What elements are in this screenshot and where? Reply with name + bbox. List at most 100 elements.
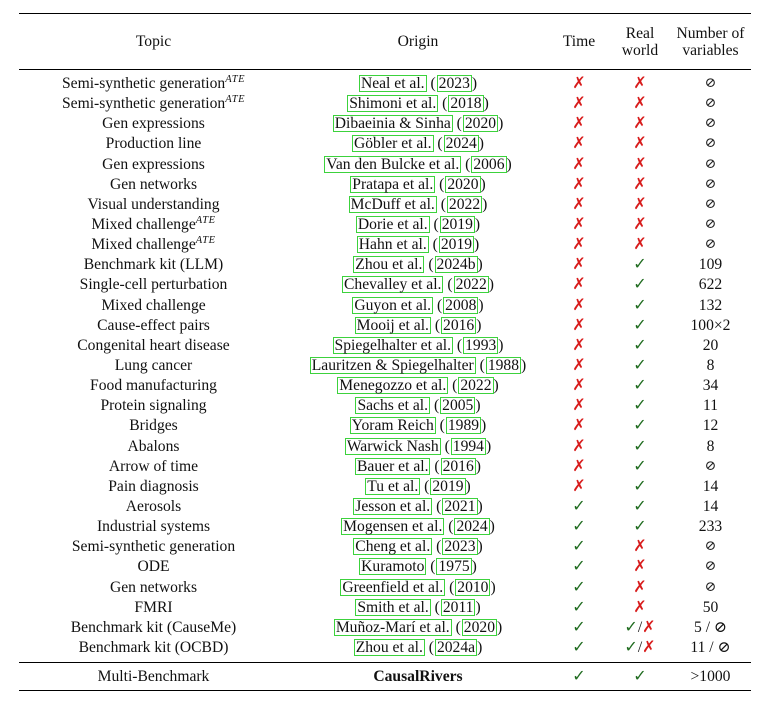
paren-open: ( <box>440 437 450 455</box>
citation-year-link[interactable]: 2011 <box>440 598 476 616</box>
citation-year-link[interactable]: 2020 <box>445 175 481 193</box>
citation-year-link[interactable]: 2022 <box>446 195 483 213</box>
citation-author-link[interactable]: Menegozzo et al. <box>337 377 449 395</box>
origin-cell: Warwick Nash (1994) <box>288 437 548 457</box>
time-cross-icon: ✗ <box>572 216 586 234</box>
citation-author-link[interactable]: Sachs et al. <box>355 397 431 415</box>
origin-cell: Mogensen et al. (2024) <box>288 517 548 537</box>
real-world-cross-icon: ✗ <box>642 618 656 636</box>
citation-year-link[interactable]: 2005 <box>440 397 476 415</box>
citation-author-link[interactable]: Muñoz-Marí et al. <box>333 618 452 636</box>
citation-year-link[interactable]: 2008 <box>443 296 479 314</box>
citation-author-link[interactable]: Bauer et al. <box>355 457 431 475</box>
citation-year-link[interactable]: 2020 <box>462 115 499 133</box>
citation-year-link[interactable]: 2024a <box>434 639 478 656</box>
citation-year-link[interactable]: 2019 <box>430 477 466 495</box>
number-of-variables: 132 <box>698 296 723 314</box>
origin-cell: Greenfield et al. (2010) <box>288 578 548 598</box>
citation-author-link[interactable]: Tu et al. <box>365 477 421 495</box>
citation-author-link[interactable]: Jesson et al. <box>353 498 433 516</box>
citation-author-link[interactable]: McDuff et al. <box>348 195 437 213</box>
real-world-cross-icon: ✗ <box>633 95 647 113</box>
citation-author-link[interactable]: Kuramoto <box>359 558 427 576</box>
citation-year-link[interactable]: 2010 <box>455 578 491 596</box>
topic-label: Aerosols <box>125 498 182 516</box>
topic-cell: Gen networks <box>19 578 288 598</box>
topic-label: Pain diagnosis <box>108 477 199 495</box>
citation-year-link[interactable]: 2022 <box>453 276 489 294</box>
paren-close: ) <box>488 276 494 294</box>
origin-cell: Hahn et al. (2019) <box>288 235 548 255</box>
time-cross-icon: ✗ <box>572 477 586 495</box>
paren-close: ) <box>493 377 499 395</box>
real-world-cross-icon: ✗ <box>642 639 656 656</box>
citation-year-link[interactable]: 2018 <box>448 95 484 113</box>
citation-year-link[interactable]: 1989 <box>445 417 482 435</box>
citation-author-link[interactable]: Neal et al. <box>358 75 427 93</box>
citation-year-link[interactable]: 2019 <box>438 236 475 254</box>
citation-year-link[interactable]: 1975 <box>436 558 472 576</box>
real-world-check-icon: ✓ <box>633 518 647 536</box>
time-cross-icon: ✗ <box>572 236 586 254</box>
time-cross-icon: ✗ <box>572 357 586 375</box>
header-number-of-variables-label: Number of variables <box>676 24 745 59</box>
real-world-cross-icon: ✗ <box>633 236 647 254</box>
citation-year-link[interactable]: 2023 <box>442 538 478 556</box>
real-world-check-icon: ✓ <box>633 256 647 274</box>
topic-label: Benchmark kit (OCBD) <box>78 639 229 656</box>
topic-cell: Food manufacturing <box>19 376 288 396</box>
citation-author-link[interactable]: Yoram Reich <box>349 417 436 435</box>
paren-open: ( <box>432 498 442 516</box>
citation-author-link[interactable]: Dorie et al. <box>355 216 430 234</box>
citation-year-link[interactable]: 1994 <box>450 437 486 455</box>
table-row: Benchmark kit (OCBD) Zhou et al. (2024a) ✓… <box>19 638 751 663</box>
citation-year-link[interactable]: 2020 <box>461 618 497 636</box>
citation-author-link[interactable]: Greenfield et al. <box>340 578 446 596</box>
number-of-variables: 14 <box>702 477 719 495</box>
citation-author-link[interactable]: Cheng et al. <box>353 538 433 556</box>
citation-year-link[interactable]: 1988 <box>485 357 521 375</box>
citation-author-link[interactable]: Dibaeinia & Sinha <box>332 115 453 133</box>
number-of-variables: 34 <box>702 377 719 395</box>
citation-year-link[interactable]: 2019 <box>439 216 475 234</box>
citation-year-link[interactable]: 2024 <box>443 135 479 153</box>
citation-author-link[interactable]: Mooij et al. <box>354 316 431 334</box>
citation-author-link[interactable]: Pratapa et al. <box>350 175 436 193</box>
time-cross-icon: ✗ <box>572 195 586 213</box>
table-row: ODE Kuramoto (1975) ✓ ✗ ⊘ <box>19 557 751 577</box>
citation-author-link[interactable]: Zhou et al. <box>353 256 425 274</box>
paren-close: ) <box>477 538 483 556</box>
time-cross-icon: ✗ <box>572 316 586 334</box>
citation-year-link[interactable]: 2024 <box>454 518 490 536</box>
time-check-icon: ✓ <box>572 639 586 656</box>
empty-set-icon: ⊘ <box>704 196 717 212</box>
citation-year-link[interactable]: 1993 <box>463 336 499 354</box>
citation-author-link[interactable]: Lauritzen & Spiegelhalter <box>309 357 476 375</box>
real-world-cross-icon: ✗ <box>633 538 647 556</box>
citation-author-link[interactable]: Guyon et al. <box>352 296 434 314</box>
citation-year-link[interactable]: 2023 <box>436 75 472 93</box>
topic-cell: Single-cell perturbation <box>19 275 288 295</box>
citation-author-link[interactable]: Göbler et al. <box>352 135 434 153</box>
citation-year-link[interactable]: 2022 <box>458 377 494 395</box>
number-of-variables: 622 <box>698 276 723 294</box>
citation-year-link[interactable]: 2016 <box>440 457 476 475</box>
real-world-check-icon: ✓ <box>624 618 638 636</box>
citation-author-link[interactable]: Spiegelhalter et al. <box>332 336 453 354</box>
citation-author-link[interactable]: Shimoni et al. <box>347 95 439 113</box>
table-row: Semi-synthetic generationATE Shimoni et a… <box>19 94 751 114</box>
citation-author-link[interactable]: Chevalley et al. <box>342 276 444 294</box>
citation-year-link[interactable]: 2006 <box>471 155 507 173</box>
paren-open: ( <box>424 639 434 656</box>
topic-label: Gen expressions <box>102 155 205 173</box>
citation-year-link[interactable]: 2024b <box>434 256 478 274</box>
citation-year-link[interactable]: 2021 <box>442 498 478 516</box>
citation-author-link[interactable]: Hahn et al. <box>356 236 429 254</box>
citation-author-link[interactable]: Zhou et al. <box>353 639 425 656</box>
citation-author-link[interactable]: Mogensen et al. <box>341 518 445 536</box>
citation-author-link[interactable]: Smith et al. <box>355 598 431 616</box>
citation-year-link[interactable]: 2016 <box>441 316 477 334</box>
citation-author-link[interactable]: Van den Bulcke et al. <box>324 155 462 173</box>
citation-author-link[interactable]: Warwick Nash <box>344 437 441 455</box>
